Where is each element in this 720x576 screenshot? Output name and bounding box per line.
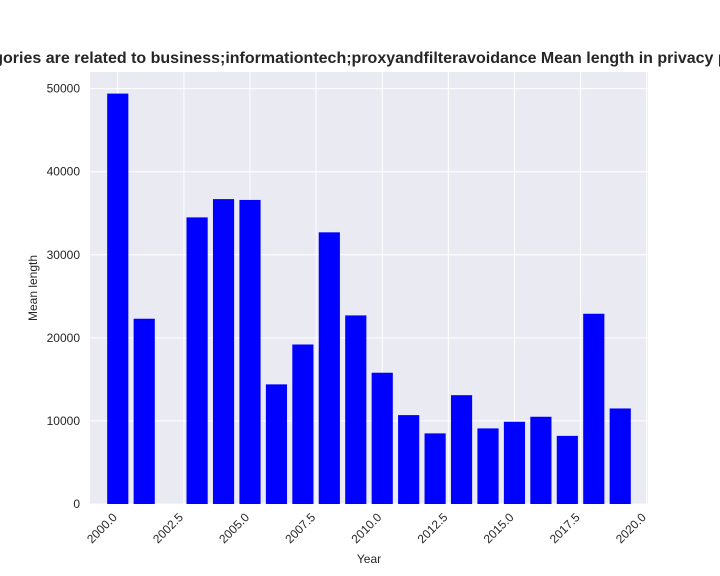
bar-2017 <box>556 435 578 504</box>
bar-2006 <box>265 384 288 504</box>
y-tick-label: 50000 <box>47 82 81 96</box>
bar-2014 <box>477 428 499 504</box>
y-tick-label: 0 <box>73 497 80 511</box>
y-tick-label: 10000 <box>47 414 81 428</box>
x-tick-label: 2015.0 <box>481 510 517 546</box>
plot-area <box>90 72 648 504</box>
bar-2005 <box>239 199 261 504</box>
x-tick-label: 2017.5 <box>547 510 583 546</box>
x-tick-label: 2012.5 <box>415 510 451 546</box>
bar-2009 <box>345 315 367 504</box>
bar-2003 <box>186 217 208 504</box>
bar-2010 <box>371 372 393 504</box>
x-tick-label: 2000.0 <box>84 510 120 546</box>
bar-2001 <box>133 318 155 504</box>
x-tick-label: 2002.5 <box>150 510 186 546</box>
bar-2007 <box>292 344 314 504</box>
y-tick-label: 30000 <box>47 248 81 262</box>
y-axis-label: Mean length <box>26 255 40 321</box>
chart-title: Categories are related to business;infor… <box>0 50 720 67</box>
x-tick-label: 2005.0 <box>216 510 252 546</box>
bar-2008 <box>318 232 340 505</box>
x-tick-label: 2020.0 <box>613 510 649 546</box>
bar-2019 <box>609 408 631 504</box>
y-tick-label: 20000 <box>47 331 81 345</box>
bars <box>107 93 631 505</box>
bar-2011 <box>398 415 420 504</box>
x-tick-label: 2007.5 <box>282 510 318 546</box>
bar-2016 <box>530 416 552 504</box>
bar-2000 <box>107 93 129 504</box>
y-tick-label: 40000 <box>47 165 81 179</box>
bar-2018 <box>583 313 605 504</box>
bar-2012 <box>424 433 446 504</box>
bar-2013 <box>450 395 473 504</box>
x-tick-labels: 2000.0 2002.5 2005.0 2007.5 2010.0 2012.5 2015… <box>84 510 649 546</box>
x-tick-label: 2010.0 <box>348 510 384 546</box>
y-tick-labels: 0 10000 20000 30000 40000 50000 <box>47 82 81 511</box>
bar-2004 <box>212 199 235 504</box>
bar-2015 <box>503 421 526 504</box>
x-axis-label: Year <box>357 552 381 566</box>
